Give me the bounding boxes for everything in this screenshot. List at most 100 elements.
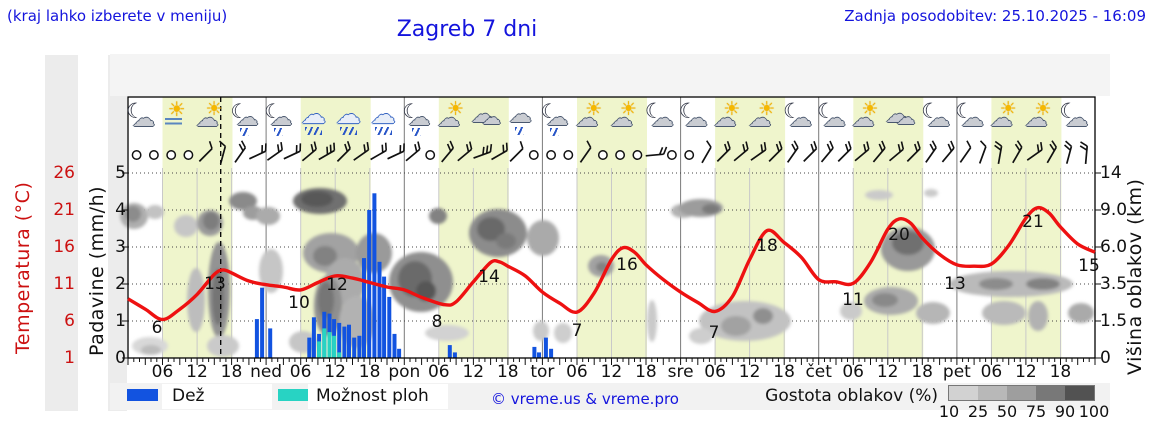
shower-bar bbox=[327, 332, 332, 358]
cloud-rain-icon: ☁ bbox=[297, 101, 333, 139]
rain-bar bbox=[532, 346, 537, 358]
moon-cloud-icon: ☾ ☁ bbox=[919, 101, 955, 139]
x-hour-label: 12 bbox=[186, 362, 208, 382]
moon-cloud-icon: ☾ ☁ bbox=[1057, 101, 1093, 139]
sun-glyph: ☀ bbox=[723, 98, 741, 120]
cloud-glyph: ☁ bbox=[508, 102, 532, 128]
cloud-density-shading bbox=[120, 188, 1094, 357]
wind-barb-icon bbox=[473, 144, 493, 159]
sun-glyph: ☀ bbox=[205, 98, 223, 120]
precip-tick-label: 3 bbox=[115, 237, 126, 257]
cloud-glyph: ☁ bbox=[989, 106, 1013, 132]
x-hour-label: 18 bbox=[1049, 362, 1072, 382]
x-hour-label: 06 bbox=[842, 362, 864, 382]
wind-barb-icon bbox=[457, 141, 473, 162]
rain-bar bbox=[447, 345, 452, 358]
wind-barb-icon bbox=[906, 140, 921, 162]
x-hour-label: 18 bbox=[773, 362, 795, 382]
shower-bar bbox=[317, 341, 322, 359]
x-hour-label: 12 bbox=[876, 362, 899, 382]
moon-cloud-icon: ☾ ☁ bbox=[815, 101, 851, 139]
cloud-cover-gradient-bar: 10 25 50 75 90 100 bbox=[939, 385, 1109, 421]
wind-calm-icon bbox=[183, 150, 194, 160]
rain-bar bbox=[307, 337, 312, 358]
cloud-glyph: ☁ bbox=[896, 107, 916, 129]
menu-hint-text: (kraj lahko izberete v meniju) bbox=[7, 7, 228, 25]
sun-cloud-icon: ☀ ☁ bbox=[988, 98, 1024, 139]
wind-calm-icon bbox=[666, 150, 677, 160]
temp-tick-label: 1 bbox=[64, 348, 75, 368]
cloud-glyph: ☁ bbox=[822, 106, 846, 132]
cloudb-glyph: ☁ bbox=[335, 100, 361, 129]
x-hour-label: 06 bbox=[151, 362, 174, 382]
sun-cloud-icon: ☀ ☁ bbox=[573, 98, 609, 139]
cloud-height-tick-label: 1.5 bbox=[1100, 311, 1128, 331]
moon-glyph: ☾ bbox=[644, 99, 664, 123]
cloud-glyph: ☁ bbox=[960, 106, 984, 132]
cloud-glyph: ☁ bbox=[885, 102, 909, 128]
wind-barb-icon bbox=[1026, 141, 1043, 161]
cloud-glyph: ☁ bbox=[481, 107, 501, 129]
shower-bar bbox=[322, 328, 327, 358]
rain-bar bbox=[268, 328, 273, 358]
rain-mark bbox=[374, 127, 392, 135]
cloud-cover-step-label: 100 bbox=[1078, 402, 1110, 421]
temp-extreme-label: 11 bbox=[842, 290, 864, 310]
sun-cloud-icon: ☀ ☁ bbox=[711, 98, 747, 139]
moon-glyph: ☾ bbox=[402, 99, 421, 123]
sun-glyph: ☀ bbox=[167, 97, 186, 121]
x-hour-label: 06 bbox=[704, 362, 726, 382]
cloud-glyph: ☁ bbox=[1024, 106, 1048, 132]
copyright-link[interactable]: © vreme.us & vreme.pro bbox=[491, 390, 679, 408]
rain-bar bbox=[311, 317, 316, 358]
wind-barb-icon bbox=[301, 141, 317, 162]
sun-glyph: ☀ bbox=[585, 98, 603, 120]
rain-bar bbox=[352, 337, 357, 358]
sun-glyph: ☀ bbox=[999, 98, 1017, 120]
x-hour-label: 18 bbox=[635, 362, 657, 382]
rain-legend-label: Dež bbox=[172, 386, 205, 406]
wind-barb-icon bbox=[353, 141, 370, 161]
cloud-cover-gradient-cell bbox=[1036, 386, 1065, 400]
moon-cloud-drizzle-icon: ☾ ☁ bbox=[228, 101, 264, 139]
cloud-drizzle-icon: ☁ bbox=[505, 101, 541, 139]
rain-bar bbox=[337, 322, 342, 358]
wind-barb-icon bbox=[198, 140, 213, 162]
showers-legend-swatch bbox=[278, 389, 308, 401]
wind-barb-icon bbox=[733, 141, 749, 162]
cloud-cover-step-label: 10 bbox=[938, 402, 960, 421]
cloud-glyph: ☁ bbox=[1065, 106, 1089, 132]
moon-glyph: ☾ bbox=[540, 99, 559, 123]
sun-glyph: ☀ bbox=[620, 98, 638, 120]
wind-barb-icon bbox=[248, 143, 267, 160]
x-hour-label: 12 bbox=[738, 362, 761, 382]
wind-barb-icon bbox=[318, 142, 336, 161]
moon-cloud-icon: ☾ ☁ bbox=[953, 101, 989, 139]
rain-mark bbox=[304, 127, 322, 135]
wind-calm-icon bbox=[131, 150, 142, 160]
cloudb-glyph: ☁ bbox=[300, 100, 326, 129]
wind-calm-icon bbox=[632, 150, 643, 160]
precip-tick-label: 2 bbox=[115, 274, 126, 294]
wind-calm-icon bbox=[615, 150, 626, 160]
cloud-rain-icon: ☁ bbox=[332, 101, 368, 139]
x-hour-label: 06 bbox=[566, 362, 588, 382]
wind-barb-icon bbox=[888, 141, 905, 162]
wind-barb-icon bbox=[837, 140, 852, 162]
wind-calm-icon bbox=[528, 150, 539, 160]
wind-barb-icon bbox=[750, 141, 767, 161]
cloud-glyph: ☁ bbox=[546, 106, 569, 131]
drizzle-mark bbox=[514, 127, 524, 135]
x-hour-label: 18 bbox=[358, 362, 381, 382]
moon-cloud-icon: ☾ ☁ bbox=[677, 101, 713, 139]
rain-mark bbox=[339, 127, 357, 135]
cloud-height-tick-label: 0 bbox=[1100, 348, 1111, 368]
wind-barb-icon bbox=[370, 142, 387, 161]
temp-extreme-label: 20 bbox=[888, 225, 910, 245]
sun-cloud-icon: ☀ ☁ bbox=[1023, 100, 1059, 139]
x-hour-label: 12 bbox=[462, 362, 485, 382]
temp-tick-label: 26 bbox=[53, 163, 75, 183]
cloud-height-tick-label: 9.0 bbox=[1100, 200, 1128, 220]
temp-extreme-label: 16 bbox=[616, 255, 638, 275]
